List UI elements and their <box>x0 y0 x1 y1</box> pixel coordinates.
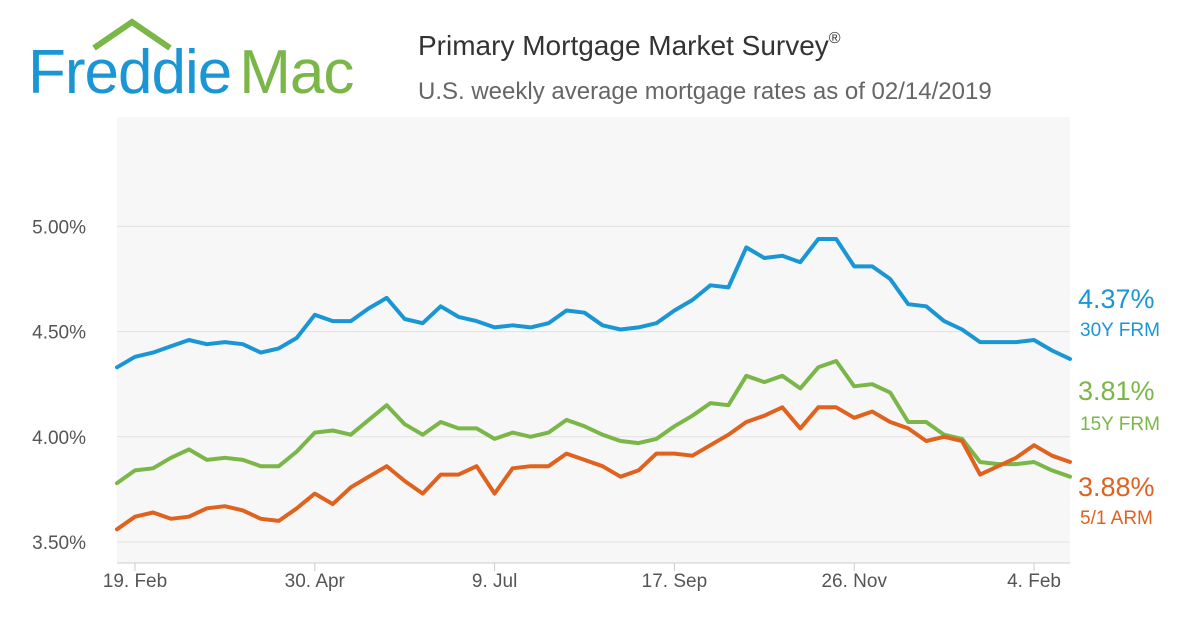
end-value-arm: 3.88% <box>1078 472 1155 502</box>
x-tick-label: 26. Nov <box>821 571 887 592</box>
y-tick-label: 5.00% <box>32 217 86 238</box>
end-label-15y: 15Y FRM <box>1080 414 1160 435</box>
series-line-30y <box>115 237 1072 370</box>
x-tick-label: 19. Feb <box>103 571 167 592</box>
y-tick-label: 4.00% <box>32 428 86 449</box>
y-tick-label: 4.50% <box>32 323 86 344</box>
chart-subtitle: U.S. weekly average mortgage rates as of… <box>418 78 992 105</box>
end-label-arm: 5/1 ARM <box>1080 508 1153 529</box>
logo-text-mac: Mac <box>239 38 354 107</box>
x-tick-label: 4. Feb <box>1007 571 1061 592</box>
x-tick-label: 30. Apr <box>285 571 346 592</box>
freddie-mac-logo: Freddie Mac <box>28 16 388 106</box>
end-label-30y: 30Y FRM <box>1080 320 1160 341</box>
house-roof-icon <box>92 18 172 51</box>
x-tick-label: 9. Jul <box>472 571 517 592</box>
series-line-arm <box>115 405 1072 532</box>
chart-title-text: Primary Mortgage Market Survey <box>418 30 829 61</box>
logo-text-freddie: Freddie <box>28 38 232 107</box>
y-tick-label: 3.50% <box>32 533 86 554</box>
plot-area <box>117 117 1070 563</box>
registered-mark: ® <box>828 30 841 47</box>
chart-title: Primary Mortgage Market Survey® <box>418 30 841 62</box>
end-value-15y: 3.81% <box>1078 376 1155 406</box>
x-tick-label: 17. Sep <box>642 571 708 592</box>
series-line-15y <box>115 359 1072 486</box>
logo-wordmark: Freddie Mac <box>28 42 354 104</box>
end-value-30y: 4.37% <box>1078 284 1155 314</box>
